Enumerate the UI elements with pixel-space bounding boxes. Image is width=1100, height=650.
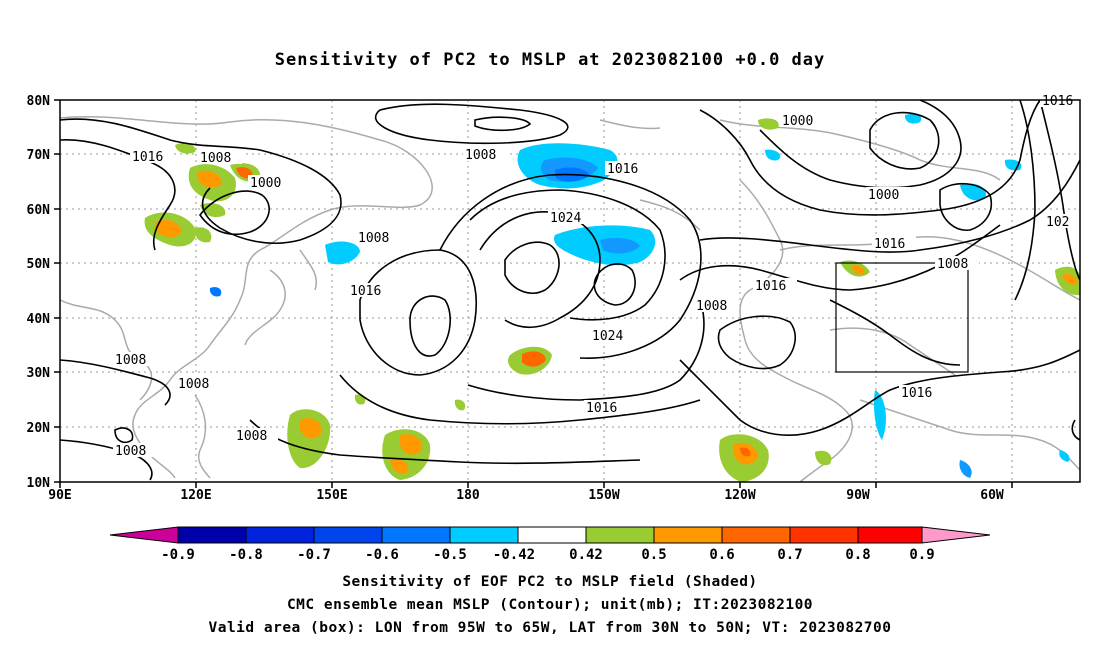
- lon-label: 120W: [724, 488, 755, 503]
- lon-label: 60W: [980, 488, 1004, 503]
- valid-area-box: [835, 262, 969, 373]
- colorbar-low-arrow: [109, 526, 179, 544]
- colorbar-label: 0.5: [641, 547, 666, 563]
- colorbar-labels: -0.9 -0.8 -0.7 -0.6 -0.5 -0.42 0.42 0.5 …: [161, 547, 935, 563]
- lon-label: 150E: [316, 488, 347, 503]
- colorbar-label: -0.6: [365, 547, 399, 563]
- map-title: Sensitivity of PC2 to MSLP at 2023082100…: [274, 50, 826, 70]
- colorbar-swatch: [313, 526, 383, 544]
- contour-label: 1008: [236, 429, 267, 444]
- colorbar-high-arrow: [921, 526, 991, 544]
- colorbar: [109, 526, 991, 544]
- colorbar-swatch: [381, 526, 451, 544]
- contour-label: 1008: [115, 353, 146, 368]
- contour-label: 1016: [901, 386, 932, 401]
- contour-label: 1016: [1042, 94, 1073, 109]
- contour-label: 1016: [607, 162, 638, 177]
- lat-label: 60N: [27, 203, 51, 218]
- contour-label: 1008: [696, 299, 727, 314]
- colorbar-label: 0.9: [909, 547, 934, 563]
- lat-label: 80N: [27, 94, 51, 109]
- mslp-contours: [59, 99, 1081, 481]
- contour-label: 1000: [782, 114, 813, 129]
- colorbar-swatch: [449, 526, 519, 544]
- contour-label: 1008: [937, 257, 968, 272]
- lat-label: 20N: [27, 421, 51, 436]
- caption-shading: Sensitivity of EOF PC2 to MSLP field (Sh…: [342, 574, 758, 590]
- colorbar-swatch: [517, 526, 587, 544]
- lon-label: 90W: [846, 488, 870, 503]
- lat-label: 70N: [27, 148, 51, 163]
- lat-label: 10N: [27, 476, 51, 491]
- sensitivity-shading: [144, 113, 1080, 482]
- colorbar-swatch: [585, 526, 655, 544]
- contour-label: 1008: [178, 377, 209, 392]
- contour-labels: 1016 1008 1000 1008 1016 1024 1008 1016 …: [113, 94, 1080, 459]
- contour-label: 1008: [358, 231, 389, 246]
- plot-frame: [59, 99, 1081, 483]
- colorbar-label: -0.42: [493, 547, 535, 563]
- colorbar-label: -0.5: [433, 547, 467, 563]
- contour-label: 1016: [874, 237, 905, 252]
- contour-label: 1000: [868, 188, 899, 203]
- colorbar-label: -0.9: [161, 547, 195, 563]
- contour-label: 1024: [592, 329, 623, 344]
- contour-label: 102: [1046, 215, 1069, 230]
- longitude-labels: 90E 120E 150E 180 150W 120W 90W 60W: [48, 488, 1004, 503]
- contour-label: 1008: [115, 444, 146, 459]
- colorbar-swatch: [857, 526, 923, 544]
- colorbar-swatch: [653, 526, 723, 544]
- lon-label: 180: [456, 488, 480, 503]
- colorbar-label: 0.6: [709, 547, 734, 563]
- contour-label: 1000: [250, 176, 281, 191]
- contour-label: 1016: [755, 279, 786, 294]
- contour-label: 1008: [465, 148, 496, 163]
- coastlines: [59, 116, 1081, 483]
- latitude-labels: 80N 70N 60N 50N 40N 30N 20N 10N: [27, 94, 51, 491]
- caption-valid-area: Valid area (box): LON from 95W to 65W, L…: [208, 620, 892, 636]
- lon-label: 90E: [48, 488, 71, 503]
- colorbar-swatch: [721, 526, 791, 544]
- lat-label: 30N: [27, 366, 51, 381]
- lat-label: 50N: [27, 257, 51, 272]
- contour-label: 1008: [200, 151, 231, 166]
- colorbar-swatch: [789, 526, 859, 544]
- colorbar-label: -0.8: [229, 547, 263, 563]
- colorbar-swatch: [245, 526, 315, 544]
- contour-label: 1016: [350, 284, 381, 299]
- lat-label: 40N: [27, 312, 51, 327]
- colorbar-label: 0.7: [777, 547, 802, 563]
- lon-label: 150W: [588, 488, 619, 503]
- colorbar-label: 0.8: [845, 547, 870, 563]
- colorbar-swatch: [177, 526, 247, 544]
- contour-label: 1024: [550, 211, 581, 226]
- caption-contour: CMC ensemble mean MSLP (Contour); unit(m…: [286, 597, 814, 613]
- contour-label: 1016: [586, 401, 617, 416]
- lon-label: 120E: [180, 488, 211, 503]
- colorbar-label: 0.42: [569, 547, 603, 563]
- contour-label: 1016: [132, 150, 163, 165]
- colorbar-label: -0.7: [297, 547, 331, 563]
